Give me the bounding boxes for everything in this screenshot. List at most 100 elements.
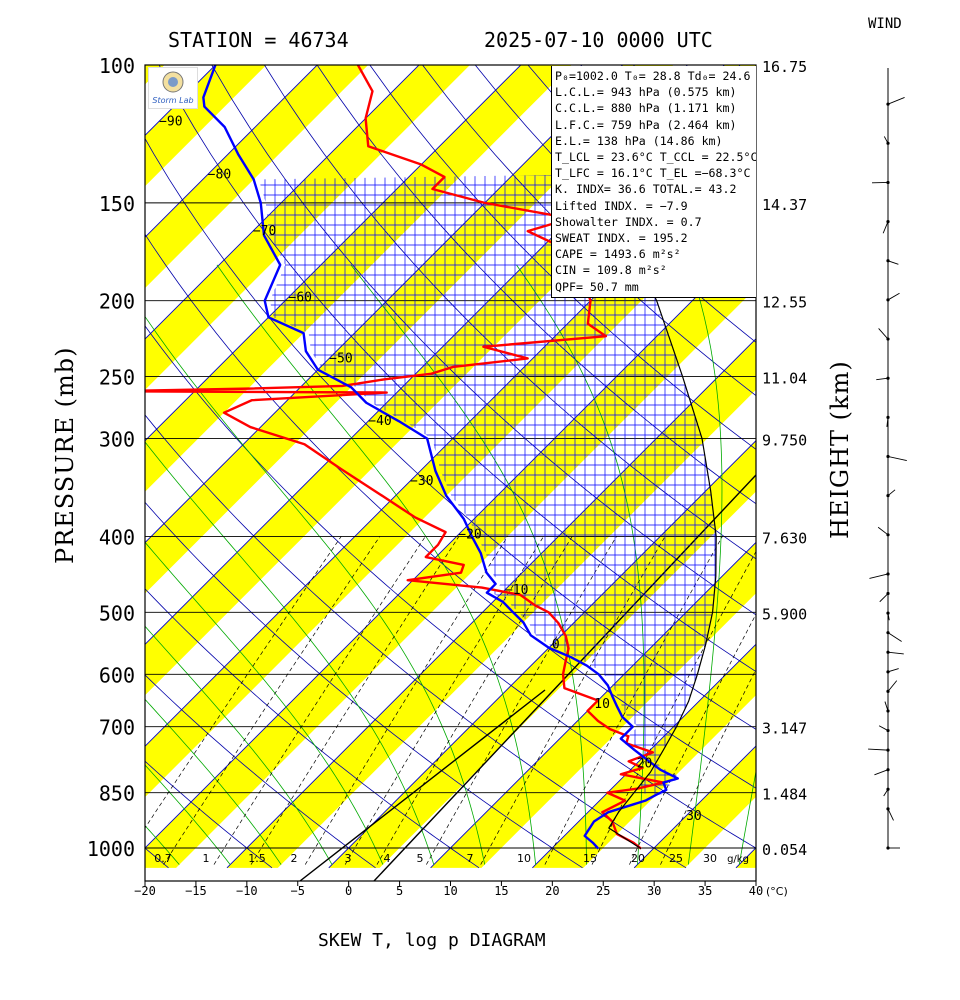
height-axis-label: HEIGHT (km)	[826, 360, 854, 539]
pressure-tick-label: 100	[99, 54, 135, 78]
wind-barb	[874, 769, 889, 776]
wind-barb	[868, 748, 889, 751]
mixing-ratio-line	[213, 536, 426, 865]
wind-level-dot	[886, 670, 890, 674]
temperature-band	[145, 65, 267, 187]
index-line: T_LFC = 16.1°C T_EL =−68.3°C	[555, 166, 751, 181]
wind-barb	[876, 377, 889, 381]
moist-adiabat-line	[145, 541, 384, 865]
isotherm-value-label: −60	[289, 290, 312, 305]
wind-barb	[882, 221, 889, 234]
isotherm-value-label: 10	[594, 697, 610, 712]
isotherm-value-label: 20	[637, 757, 653, 772]
height-tick-label: 12.55	[762, 294, 807, 312]
cape-hatched-area	[258, 174, 717, 795]
temperature-band	[940, 29, 960, 868]
height-tick-label: 5.900	[762, 605, 807, 623]
mixing-ratio-label: g/kg	[727, 854, 749, 865]
reference-adiabat-line	[299, 689, 546, 881]
moist-adiabat-line	[145, 441, 435, 865]
temperature-band	[0, 29, 99, 868]
index-line: CIN = 109.8 m²s²	[555, 263, 667, 278]
isotherm-value-label: −30	[410, 474, 433, 489]
mixing-ratio-label: 0.7	[154, 852, 172, 865]
pressure-tick-label: 700	[99, 716, 135, 740]
mixing-ratio-label: 1.5	[248, 852, 266, 865]
datetime-label: 2025-07-10 0000 UTC	[484, 28, 713, 52]
dry-adiabat-line	[145, 414, 687, 869]
x-tick-label: 20	[545, 884, 559, 898]
height-tick-label: 3.147	[762, 720, 807, 738]
isotherm-line	[940, 29, 960, 868]
pressure-tick-label: 1000	[87, 837, 135, 861]
isotherm-value-label: −10	[505, 583, 528, 598]
mixing-ratio-label: 3	[345, 852, 352, 865]
mixing-ratio-label: 1	[203, 852, 210, 865]
storm-lab-logo: Storm Lab	[148, 67, 198, 109]
isotherm-value-label: 0	[552, 638, 560, 653]
pressure-tick-label: 600	[99, 663, 135, 687]
logo-text: Storm Lab	[152, 96, 193, 105]
wind-barb	[887, 97, 905, 105]
dry-adiabat-line	[422, 65, 756, 397]
dry-adiabat-line	[145, 325, 756, 849]
temperature-band	[145, 65, 369, 289]
temperature-band	[838, 29, 960, 868]
mixing-ratio-label: 20	[631, 852, 645, 865]
wind-barb	[887, 613, 890, 621]
mixing-ratio-line	[426, 536, 617, 865]
dry-adiabat-line	[145, 847, 169, 869]
wind-barb	[883, 789, 889, 797]
wind-column-title: WIND	[868, 16, 902, 32]
mixing-ratio-line	[304, 536, 509, 865]
isotherm-value-label: 30	[686, 809, 702, 824]
moist-adiabat-line	[145, 764, 231, 865]
station-label: STATION = 46734	[168, 28, 349, 52]
index-line: Showalter INDX. = 0.7	[555, 214, 702, 229]
isotherm-line	[145, 65, 624, 544]
height-tick-label: 9.750	[762, 432, 807, 450]
height-tick-label: 0.054	[762, 841, 807, 859]
x-unit-label: (°C)	[766, 885, 788, 898]
wind-barb	[879, 593, 889, 603]
moist-adiabat-line	[738, 769, 756, 865]
isotherm-value-label: −70	[253, 224, 276, 239]
parcel-line	[583, 174, 717, 850]
wind-barb	[887, 489, 896, 496]
wind-barb	[887, 680, 898, 692]
plot-frame	[144, 64, 757, 882]
x-tick-label: 0	[345, 884, 352, 898]
mixing-ratio-label: 2	[291, 852, 298, 865]
isotherm-line	[145, 65, 420, 340]
dry-adiabat-line	[145, 588, 480, 869]
wind-barb	[886, 417, 889, 427]
mixing-ratio-label: 4	[384, 852, 391, 865]
mixing-ratio-label: 7	[467, 852, 474, 865]
cape-hatch-fill	[258, 174, 717, 795]
mixing-ratio-line	[163, 536, 381, 865]
stability-indices-box: P₀=1002.0 T₀= 28.8 Td₀= 24.6 L.C.L.= 943 …	[551, 66, 756, 298]
index-line: L.F.C.= 759 hPa (2.464 km)	[555, 117, 737, 132]
pressure-tick-label: 500	[99, 601, 135, 625]
height-tick-label: 1.484	[762, 786, 807, 804]
wind-barb-column	[868, 68, 907, 850]
x-tick-label: −5	[291, 884, 305, 898]
pressure-tick-label: 250	[99, 366, 135, 390]
mixing-ratio-label: 25	[669, 852, 683, 865]
x-tick-label: −10	[236, 884, 258, 898]
pressure-tick-label: 400	[99, 525, 135, 549]
moist-adiabat-line	[145, 698, 282, 865]
x-tick-label: 10	[443, 884, 457, 898]
index-line: Lifted INDX. = −7.9	[555, 198, 688, 213]
pressure-tick-label: 850	[99, 782, 135, 806]
index-line: C.C.L.= 880 hPa (1.171 km)	[555, 101, 737, 116]
index-line: QPF= 50.7 mm	[555, 279, 639, 294]
moist-adiabat-line	[216, 264, 537, 865]
wind-barb	[878, 725, 889, 731]
wind-barb	[887, 632, 902, 642]
isotherm-value-label: −80	[208, 168, 231, 183]
wind-barb	[887, 292, 900, 301]
moist-adiabat-line	[145, 625, 333, 865]
wind-barb	[869, 573, 889, 579]
isotherm-value-label: −40	[368, 414, 391, 429]
